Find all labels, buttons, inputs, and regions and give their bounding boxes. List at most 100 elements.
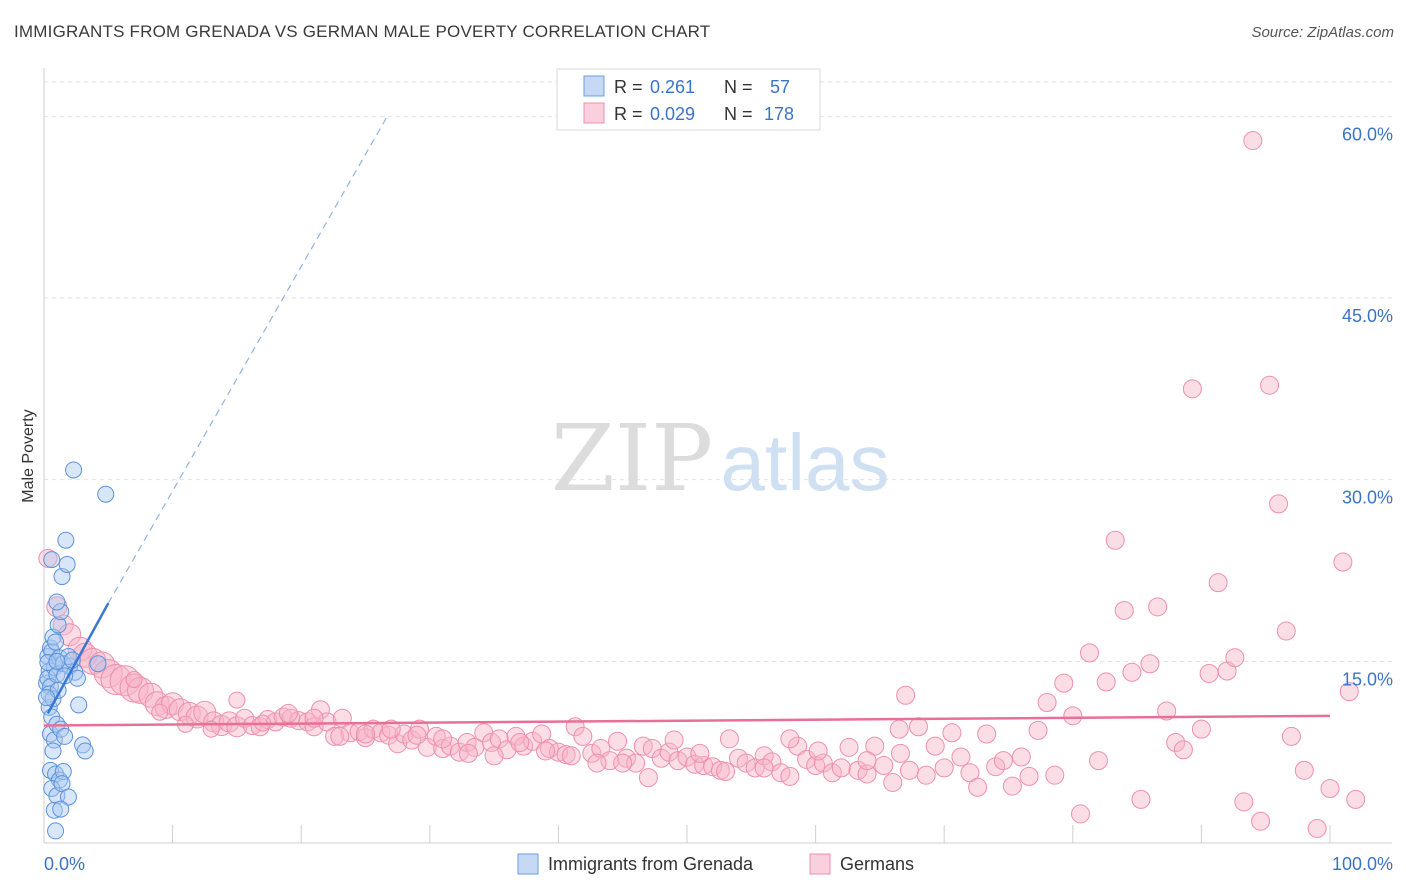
germans-point bbox=[330, 726, 350, 746]
tick-labels: 15.0% 30.0% 45.0% 60.0% 0.0% 100.0% bbox=[44, 124, 1393, 874]
germans-point bbox=[677, 747, 697, 767]
watermark-zip: ZIP bbox=[551, 405, 713, 512]
germans-point bbox=[100, 664, 132, 695]
stats-n-value: 57 bbox=[770, 77, 790, 97]
germans-point bbox=[736, 753, 756, 773]
stats-legend-swatch-blue bbox=[583, 75, 605, 97]
grenada-point bbox=[56, 727, 74, 745]
germans-point bbox=[780, 766, 800, 786]
stats-legend-swatch-pink bbox=[583, 102, 605, 124]
germans-point bbox=[934, 758, 954, 778]
germans-point bbox=[1157, 701, 1177, 721]
stats-legend: R = 0.261 N = 57 R = 0.029 N = 178 bbox=[556, 68, 821, 131]
germans-point bbox=[151, 703, 169, 721]
germans-point bbox=[690, 743, 710, 763]
y-tick-label: 60.0% bbox=[1342, 124, 1393, 144]
germans-point bbox=[573, 726, 593, 746]
stats-n-value: 178 bbox=[764, 104, 794, 124]
grenada-point bbox=[58, 555, 76, 573]
germans-point bbox=[273, 707, 293, 727]
germans-point bbox=[1208, 573, 1228, 593]
germans-point bbox=[1114, 600, 1134, 620]
germans-point bbox=[325, 726, 345, 746]
germans-point bbox=[1333, 552, 1353, 572]
legend-label-germans: Germans bbox=[840, 854, 914, 874]
germans-point bbox=[831, 758, 851, 778]
germans-point bbox=[986, 757, 1006, 777]
y-tick-label: 15.0% bbox=[1342, 669, 1393, 689]
chart-title: IMMIGRANTS FROM GRENADA VS GERMAN MALE P… bbox=[14, 22, 711, 41]
germans-point bbox=[1011, 747, 1031, 767]
germans-point bbox=[874, 755, 894, 775]
germans-point bbox=[109, 665, 141, 697]
germans-point bbox=[896, 685, 916, 705]
germans-point bbox=[993, 751, 1013, 771]
germans-point bbox=[1140, 654, 1160, 674]
germans-point bbox=[458, 743, 478, 763]
germans-point bbox=[228, 691, 246, 709]
germans-point bbox=[388, 734, 408, 754]
germans-point bbox=[719, 729, 739, 749]
germans-point bbox=[1037, 693, 1057, 713]
germans-point bbox=[381, 719, 401, 739]
grenada-point bbox=[57, 531, 75, 549]
germans-point bbox=[1002, 776, 1022, 796]
germans-point bbox=[857, 764, 877, 784]
germans-point bbox=[1281, 726, 1301, 746]
grenada-point bbox=[89, 655, 107, 673]
germans-point bbox=[613, 753, 633, 773]
grenada-point bbox=[43, 551, 61, 569]
grenada-trend-extension bbox=[107, 113, 390, 604]
germans-point bbox=[968, 777, 988, 797]
germans-point bbox=[942, 723, 962, 743]
germans-point bbox=[1320, 779, 1340, 798]
germans-point bbox=[608, 731, 628, 751]
germans-point bbox=[1063, 706, 1083, 726]
germans-point bbox=[510, 732, 530, 752]
germans-point bbox=[433, 729, 453, 749]
germans-point bbox=[38, 548, 58, 568]
germans-point bbox=[582, 743, 602, 763]
germans-point bbox=[925, 736, 945, 756]
germans-point bbox=[561, 746, 581, 766]
germans-point bbox=[1234, 792, 1254, 812]
germans-point bbox=[883, 772, 903, 792]
grenada-point bbox=[44, 742, 62, 760]
germans-point bbox=[806, 755, 826, 775]
grenada-trend-line bbox=[46, 602, 110, 715]
germans-point bbox=[587, 753, 607, 773]
stats-n-label: N = bbox=[724, 77, 753, 97]
grenada-point bbox=[38, 689, 56, 707]
germans-point bbox=[780, 729, 800, 749]
germans-point bbox=[1131, 789, 1151, 809]
germans-point bbox=[1307, 818, 1327, 838]
watermark-atlas: atlas bbox=[721, 418, 890, 507]
grenada-point bbox=[49, 616, 67, 634]
germans-point bbox=[1199, 663, 1219, 683]
grenada-point bbox=[47, 633, 65, 651]
x-tick-label-min: 0.0% bbox=[44, 854, 85, 874]
germans-point bbox=[1243, 131, 1263, 151]
germans-point bbox=[536, 741, 556, 761]
germans-point bbox=[1225, 648, 1245, 668]
germans-point bbox=[716, 762, 736, 782]
germans-point bbox=[1028, 720, 1048, 740]
germans-point bbox=[664, 730, 684, 750]
germans-point bbox=[839, 737, 859, 757]
germans-point bbox=[514, 736, 534, 756]
grenada-point bbox=[65, 461, 83, 479]
legend-swatch-germans bbox=[809, 853, 831, 875]
germans-point bbox=[407, 725, 427, 745]
germans-point bbox=[278, 703, 298, 723]
germans-point bbox=[1148, 597, 1168, 617]
germans-point bbox=[857, 751, 877, 771]
germans-point bbox=[889, 719, 909, 739]
grenada-point bbox=[52, 800, 70, 818]
y-axis-label: Male Poverty bbox=[20, 409, 37, 502]
germans-point bbox=[484, 746, 504, 766]
germans-point bbox=[908, 717, 928, 737]
grenada-point bbox=[52, 603, 70, 621]
germans-point bbox=[298, 712, 318, 732]
watermark: ZIP atlas bbox=[551, 405, 890, 512]
germans-point bbox=[651, 748, 671, 768]
